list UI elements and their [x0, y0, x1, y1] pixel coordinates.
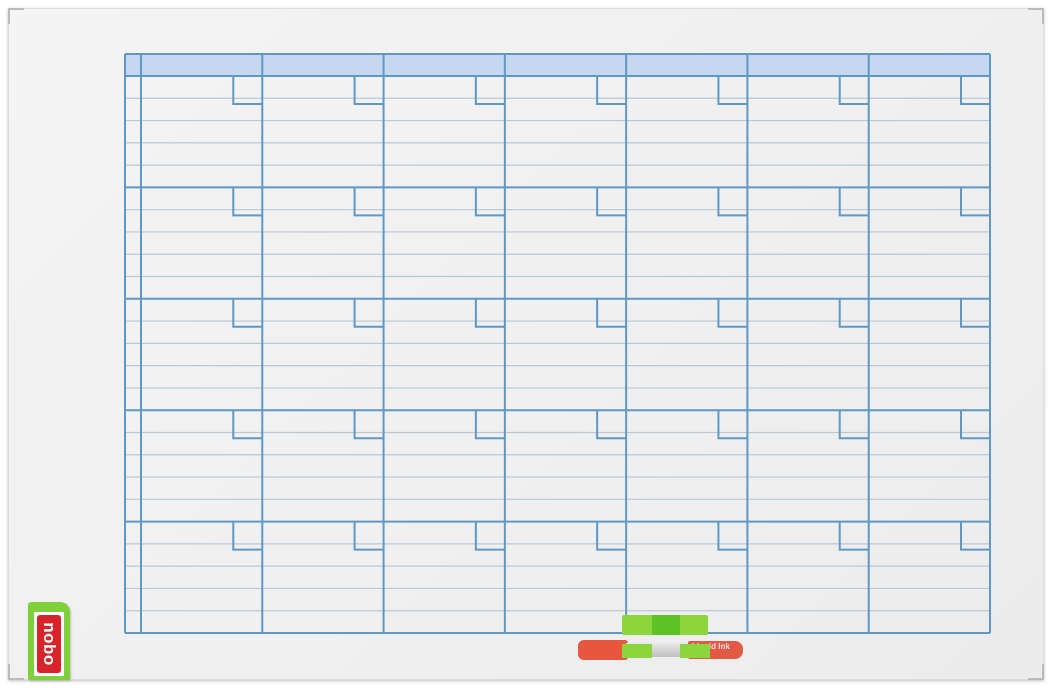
day-number-box: [717, 521, 748, 551]
day-number-box: [596, 521, 627, 551]
day-number-box: [596, 410, 627, 440]
day-number-box: [474, 187, 505, 217]
day-number-box: [474, 521, 505, 551]
corner-cap: [1028, 8, 1044, 24]
marker-holder: [622, 615, 708, 635]
day-number-box: [353, 298, 384, 328]
day-number-box: [838, 187, 869, 217]
day-number-box: [353, 521, 384, 551]
day-number-box: [474, 298, 505, 328]
day-number-box: [960, 187, 990, 217]
brand-name: nobo: [40, 622, 60, 666]
day-number-box: [838, 410, 869, 440]
day-number-box: [717, 187, 748, 217]
day-number-box: [353, 76, 384, 105]
brand-logo: nobo: [37, 615, 61, 673]
day-number-box: [838, 298, 869, 328]
whiteboard-marker[interactable]: Liquid Ink: [578, 638, 743, 662]
day-number-box: [232, 76, 263, 105]
brand-logo-holder: nobo: [28, 602, 70, 680]
marker-cap: [578, 640, 628, 660]
day-number-box: [474, 76, 505, 105]
day-number-box: [960, 76, 990, 105]
day-number-box: [232, 298, 263, 328]
marker-clip: [622, 644, 652, 658]
day-number-box: [353, 187, 384, 217]
corner-cap: [8, 8, 24, 24]
corner-cap: [8, 664, 24, 680]
day-number-box: [960, 298, 990, 328]
header-row: [125, 54, 990, 76]
day-number-box: [960, 521, 990, 551]
corner-cap: [1028, 664, 1044, 680]
day-number-box: [596, 187, 627, 217]
day-number-box: [596, 76, 627, 105]
day-number-box: [838, 76, 869, 105]
marker-label: Liquid Ink: [692, 642, 730, 651]
day-number-box: [717, 76, 748, 105]
day-number-box: [232, 187, 263, 217]
day-number-box: [596, 298, 627, 328]
day-number-box: [838, 521, 869, 551]
day-number-box: [717, 410, 748, 440]
day-number-box: [353, 410, 384, 440]
marker-clip: [680, 644, 710, 658]
day-number-box: [717, 298, 748, 328]
day-number-box: [232, 521, 263, 551]
day-number-box: [960, 410, 990, 440]
day-number-box: [232, 410, 263, 440]
day-number-box: [474, 410, 505, 440]
